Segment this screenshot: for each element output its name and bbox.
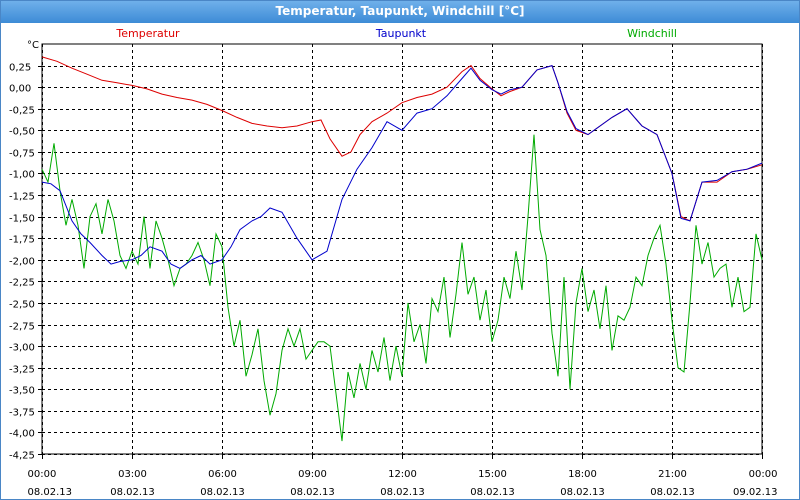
y-tick-label: -4,00 <box>9 429 35 440</box>
x-tick-label-time: 09:00 <box>298 469 327 480</box>
x-tick-label-date: 09.02.13 <box>733 487 778 498</box>
y-tick-label: -2,50 <box>9 300 35 311</box>
x-tick-label-date: 08.02.13 <box>560 487 605 498</box>
y-tick-label: -2,75 <box>9 322 35 333</box>
y-tick-label: -3,75 <box>9 408 35 419</box>
x-tick-label-date: 08.02.13 <box>290 487 335 498</box>
series-line-windchill <box>41 134 763 442</box>
y-tick-label: 0,00 <box>9 84 31 95</box>
legend-taupunkt: Taupunkt <box>375 27 427 40</box>
y-tick-label: -1,75 <box>9 235 35 246</box>
y-tick-label: -0,25 <box>9 106 35 117</box>
y-axis-unit: °C <box>27 40 39 51</box>
x-tick-label-time: 18:00 <box>568 469 597 480</box>
y-tick-label: -1,50 <box>9 214 35 225</box>
y-tick-label: -4,25 <box>9 451 35 462</box>
x-tick-label-time: 00:00 <box>749 469 778 480</box>
x-tick-label-time: 03:00 <box>118 469 147 480</box>
y-tick-label: -3,00 <box>9 343 35 354</box>
x-tick-label-time: 15:00 <box>478 469 507 480</box>
x-tick-label-date: 08.02.13 <box>28 487 73 498</box>
y-tick-label: -2,25 <box>9 278 35 289</box>
y-tick-label: 0,25 <box>9 63 31 74</box>
y-tick-label: -0,75 <box>9 149 35 160</box>
x-tick-label-time: 12:00 <box>388 469 417 480</box>
x-tick-label-date: 08.02.13 <box>110 487 155 498</box>
window-title: Temperatur, Taupunkt, Windchill [°C] <box>1 1 799 23</box>
y-tick-label: -1,00 <box>9 170 35 181</box>
x-tick-label-date: 08.02.13 <box>200 487 245 498</box>
legend-windchill: Windchill <box>627 27 677 40</box>
x-tick-label-date: 08.02.13 <box>650 487 695 498</box>
y-tick-label: -0,50 <box>9 127 35 138</box>
y-tick-label: -3,25 <box>9 365 35 376</box>
x-tick-label-date: 08.02.13 <box>470 487 515 498</box>
y-tick-label: -1,25 <box>9 192 35 203</box>
y-tick-label: -2,00 <box>9 257 35 268</box>
legend-temperatur: Temperatur <box>115 27 180 40</box>
x-tick-label-time: 21:00 <box>658 469 687 480</box>
x-tick-label-time: 06:00 <box>208 469 237 480</box>
x-tick-label-time: 00:00 <box>28 469 57 480</box>
chart-canvas: 0,25 0,00 -0,25 -0,50 -0,75 -1,00 -1,25 -1,50 -1… <box>9 27 778 498</box>
y-tick-label: -3,50 <box>9 386 35 397</box>
series-line-taupunkt <box>41 64 763 269</box>
x-tick-label-date: 08.02.13 <box>380 487 425 498</box>
